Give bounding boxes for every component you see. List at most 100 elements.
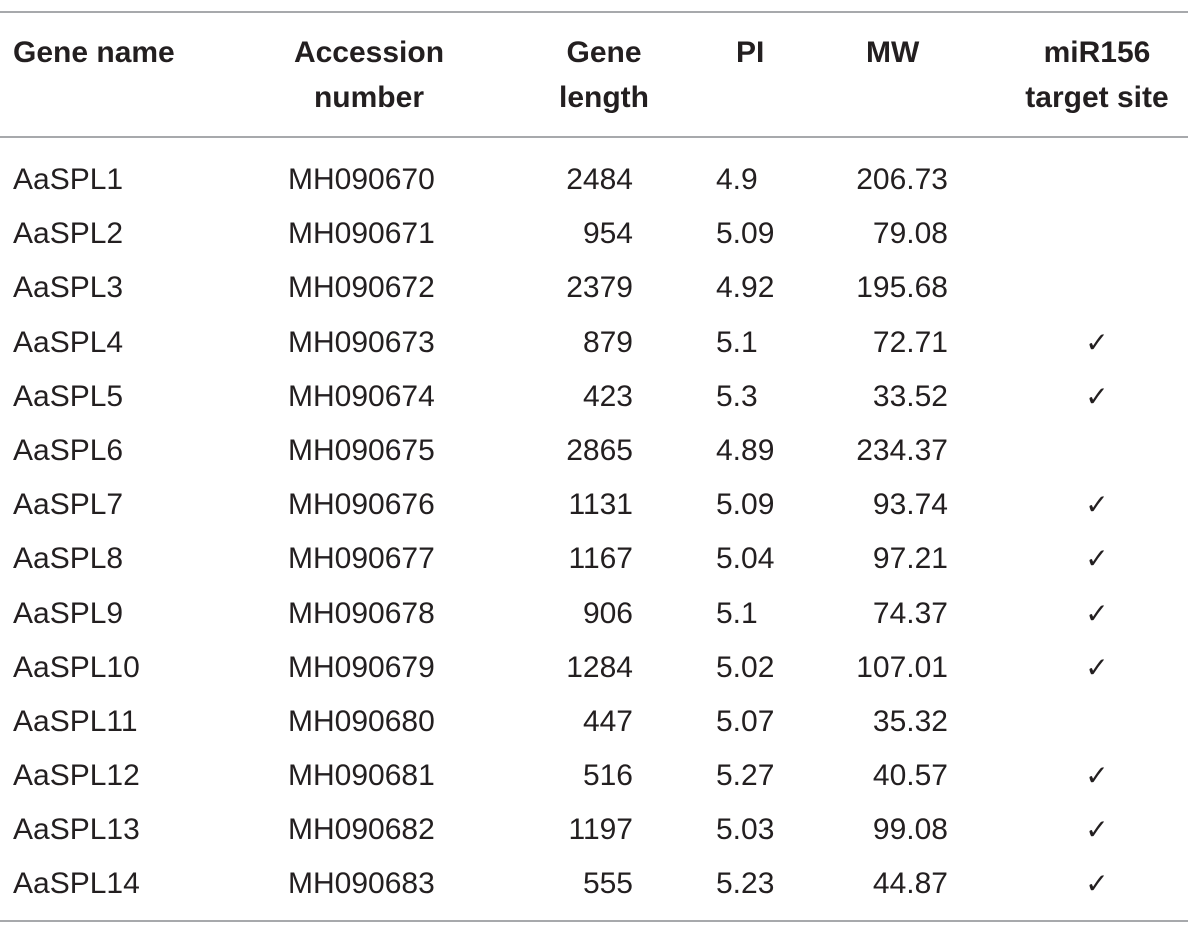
cell-gene-length: 906 [582, 596, 633, 630]
header-gene-length: Gene length [559, 36, 649, 114]
cell-pi: 5.1 [716, 596, 758, 630]
table-row: AaSPL5 MH090674 423 5.3 33.52 ✓ [0, 370, 1200, 424]
table-row: AaSPL6 MH090675 2865 4.89 234.37 [0, 424, 1200, 478]
table-body: AaSPL1 MH090670 2484 4.9 206.73 AaSPL2 MH09067… [0, 153, 1200, 912]
cell-gene-length: 879 [582, 325, 633, 359]
cell-accession-number: MH090673 [288, 325, 435, 359]
cell-gene-name: AaSPL11 [13, 704, 138, 738]
cell-pi: 5.23 [716, 867, 775, 901]
cell-accession-number: MH090679 [288, 650, 435, 684]
cell-gene-name: AaSPL7 [13, 488, 124, 522]
cell-mw: 74.37 [872, 596, 948, 630]
cell-pi: 5.3 [716, 379, 758, 413]
cell-gene-name: AaSPL3 [13, 271, 124, 305]
cell-mw: 93.74 [872, 488, 948, 522]
header-pi: PI [736, 36, 765, 69]
cell-pi: 4.89 [716, 433, 775, 467]
cell-pi: 5.1 [716, 325, 758, 359]
table-header-rule [0, 136, 1188, 138]
cell-gene-name: AaSPL6 [13, 433, 124, 467]
cell-mw: 40.57 [872, 759, 948, 793]
table-row: AaSPL4 MH090673 879 5.1 72.71 ✓ [0, 316, 1200, 370]
cell-accession-number: MH090681 [288, 759, 435, 793]
cell-gene-length: 423 [582, 379, 633, 413]
table-row: AaSPL1 MH090670 2484 4.9 206.73 [0, 153, 1200, 207]
table-row: AaSPL2 MH090671 954 5.09 79.08 [0, 207, 1200, 261]
cell-accession-number: MH090670 [288, 163, 435, 196]
cell-pi: 4.92 [716, 271, 775, 305]
cell-accession-number: MH090674 [288, 379, 435, 413]
cell-accession-number: MH090678 [288, 596, 435, 630]
cell-mw: 206.73 [856, 163, 948, 196]
cell-mw: 44.87 [872, 867, 948, 901]
cell-gene-length: 954 [582, 217, 633, 251]
cell-pi: 5.09 [716, 488, 775, 522]
check-mark-icon: ✓ [1085, 325, 1109, 359]
cell-gene-length: 447 [582, 704, 633, 738]
cell-gene-length: 1284 [566, 650, 633, 684]
cell-gene-name: AaSPL14 [13, 867, 140, 901]
cell-accession-number: MH090680 [288, 704, 435, 738]
cell-pi: 5.03 [716, 813, 775, 847]
cell-mw: 35.32 [872, 704, 948, 738]
check-mark-icon: ✓ [1085, 813, 1109, 847]
cell-pi: 5.07 [716, 704, 775, 738]
cell-mw: 99.08 [872, 813, 948, 847]
table-row: AaSPL14 MH090683 555 5.23 44.87 ✓ [0, 857, 1200, 911]
table-row: AaSPL7 MH090676 1131 5.09 93.74 ✓ [0, 478, 1200, 532]
cell-gene-length: 516 [582, 759, 633, 793]
table-row: AaSPL8 MH090677 1167 5.04 97.21 ✓ [0, 532, 1200, 586]
cell-gene-length: 1167 [568, 542, 633, 576]
cell-accession-number: MH090677 [288, 542, 435, 576]
cell-accession-number: MH090676 [288, 488, 435, 522]
cell-pi: 5.09 [716, 217, 775, 251]
cell-mw: 234.37 [856, 433, 948, 467]
cell-accession-number: MH090682 [288, 813, 435, 847]
check-mark-icon: ✓ [1085, 759, 1109, 793]
cell-gene-length: 2865 [566, 433, 633, 467]
cell-gene-length: 2484 [566, 163, 633, 196]
table-row: AaSPL12 MH090681 516 5.27 40.57 ✓ [0, 749, 1200, 803]
cell-gene-name: AaSPL8 [13, 542, 124, 576]
cell-accession-number: MH090672 [288, 271, 435, 305]
cell-gene-length: 2379 [566, 271, 633, 305]
cell-gene-name: AaSPL2 [13, 217, 124, 251]
cell-mw: 79.08 [872, 217, 948, 251]
cell-gene-length: 1131 [568, 488, 633, 522]
header-mir156-target-site: miR156 target site [1025, 36, 1169, 114]
cell-gene-name: AaSPL4 [13, 325, 124, 359]
header-mw: MW [866, 36, 920, 69]
cell-pi: 4.9 [716, 163, 758, 196]
cell-pi: 5.02 [716, 650, 775, 684]
cell-accession-number: MH090671 [288, 217, 435, 251]
check-mark-icon: ✓ [1085, 596, 1109, 630]
cell-gene-name: AaSPL12 [13, 759, 140, 793]
check-mark-icon: ✓ [1085, 488, 1109, 522]
table-row: AaSPL10 MH090679 1284 5.02 107.01 ✓ [0, 641, 1200, 695]
cell-pi: 5.04 [716, 542, 775, 576]
cell-mw: 195.68 [856, 271, 948, 305]
table-row: AaSPL3 MH090672 2379 4.92 195.68 [0, 261, 1200, 315]
cell-gene-name: AaSPL13 [13, 813, 140, 847]
cell-accession-number: MH090675 [288, 433, 435, 467]
cell-mw: 97.21 [872, 542, 948, 576]
cell-gene-length: 1197 [568, 813, 633, 847]
cell-pi: 5.27 [716, 759, 775, 793]
table-header: Gene name Accession number Gene length P… [0, 30, 1200, 130]
table-bottom-rule [0, 920, 1188, 922]
cell-accession-number: MH090683 [288, 867, 435, 901]
header-gene-name: Gene name [13, 36, 175, 69]
cell-gene-name: AaSPL5 [13, 379, 124, 413]
cell-mw: 72.71 [872, 325, 948, 359]
table-row: AaSPL11 MH090680 447 5.07 35.32 [0, 695, 1200, 749]
table-row: AaSPL9 MH090678 906 5.1 74.37 ✓ [0, 587, 1200, 641]
header-accession-number: Accession number [293, 36, 445, 114]
table-row: AaSPL13 MH090682 1197 5.03 99.08 ✓ [0, 803, 1200, 857]
table-top-rule [0, 11, 1188, 13]
cell-mw: 33.52 [872, 379, 948, 413]
cell-mw: 107.01 [856, 650, 948, 684]
cell-gene-name: AaSPL9 [13, 596, 124, 630]
cell-gene-name: AaSPL10 [13, 650, 140, 684]
check-mark-icon: ✓ [1085, 542, 1109, 576]
